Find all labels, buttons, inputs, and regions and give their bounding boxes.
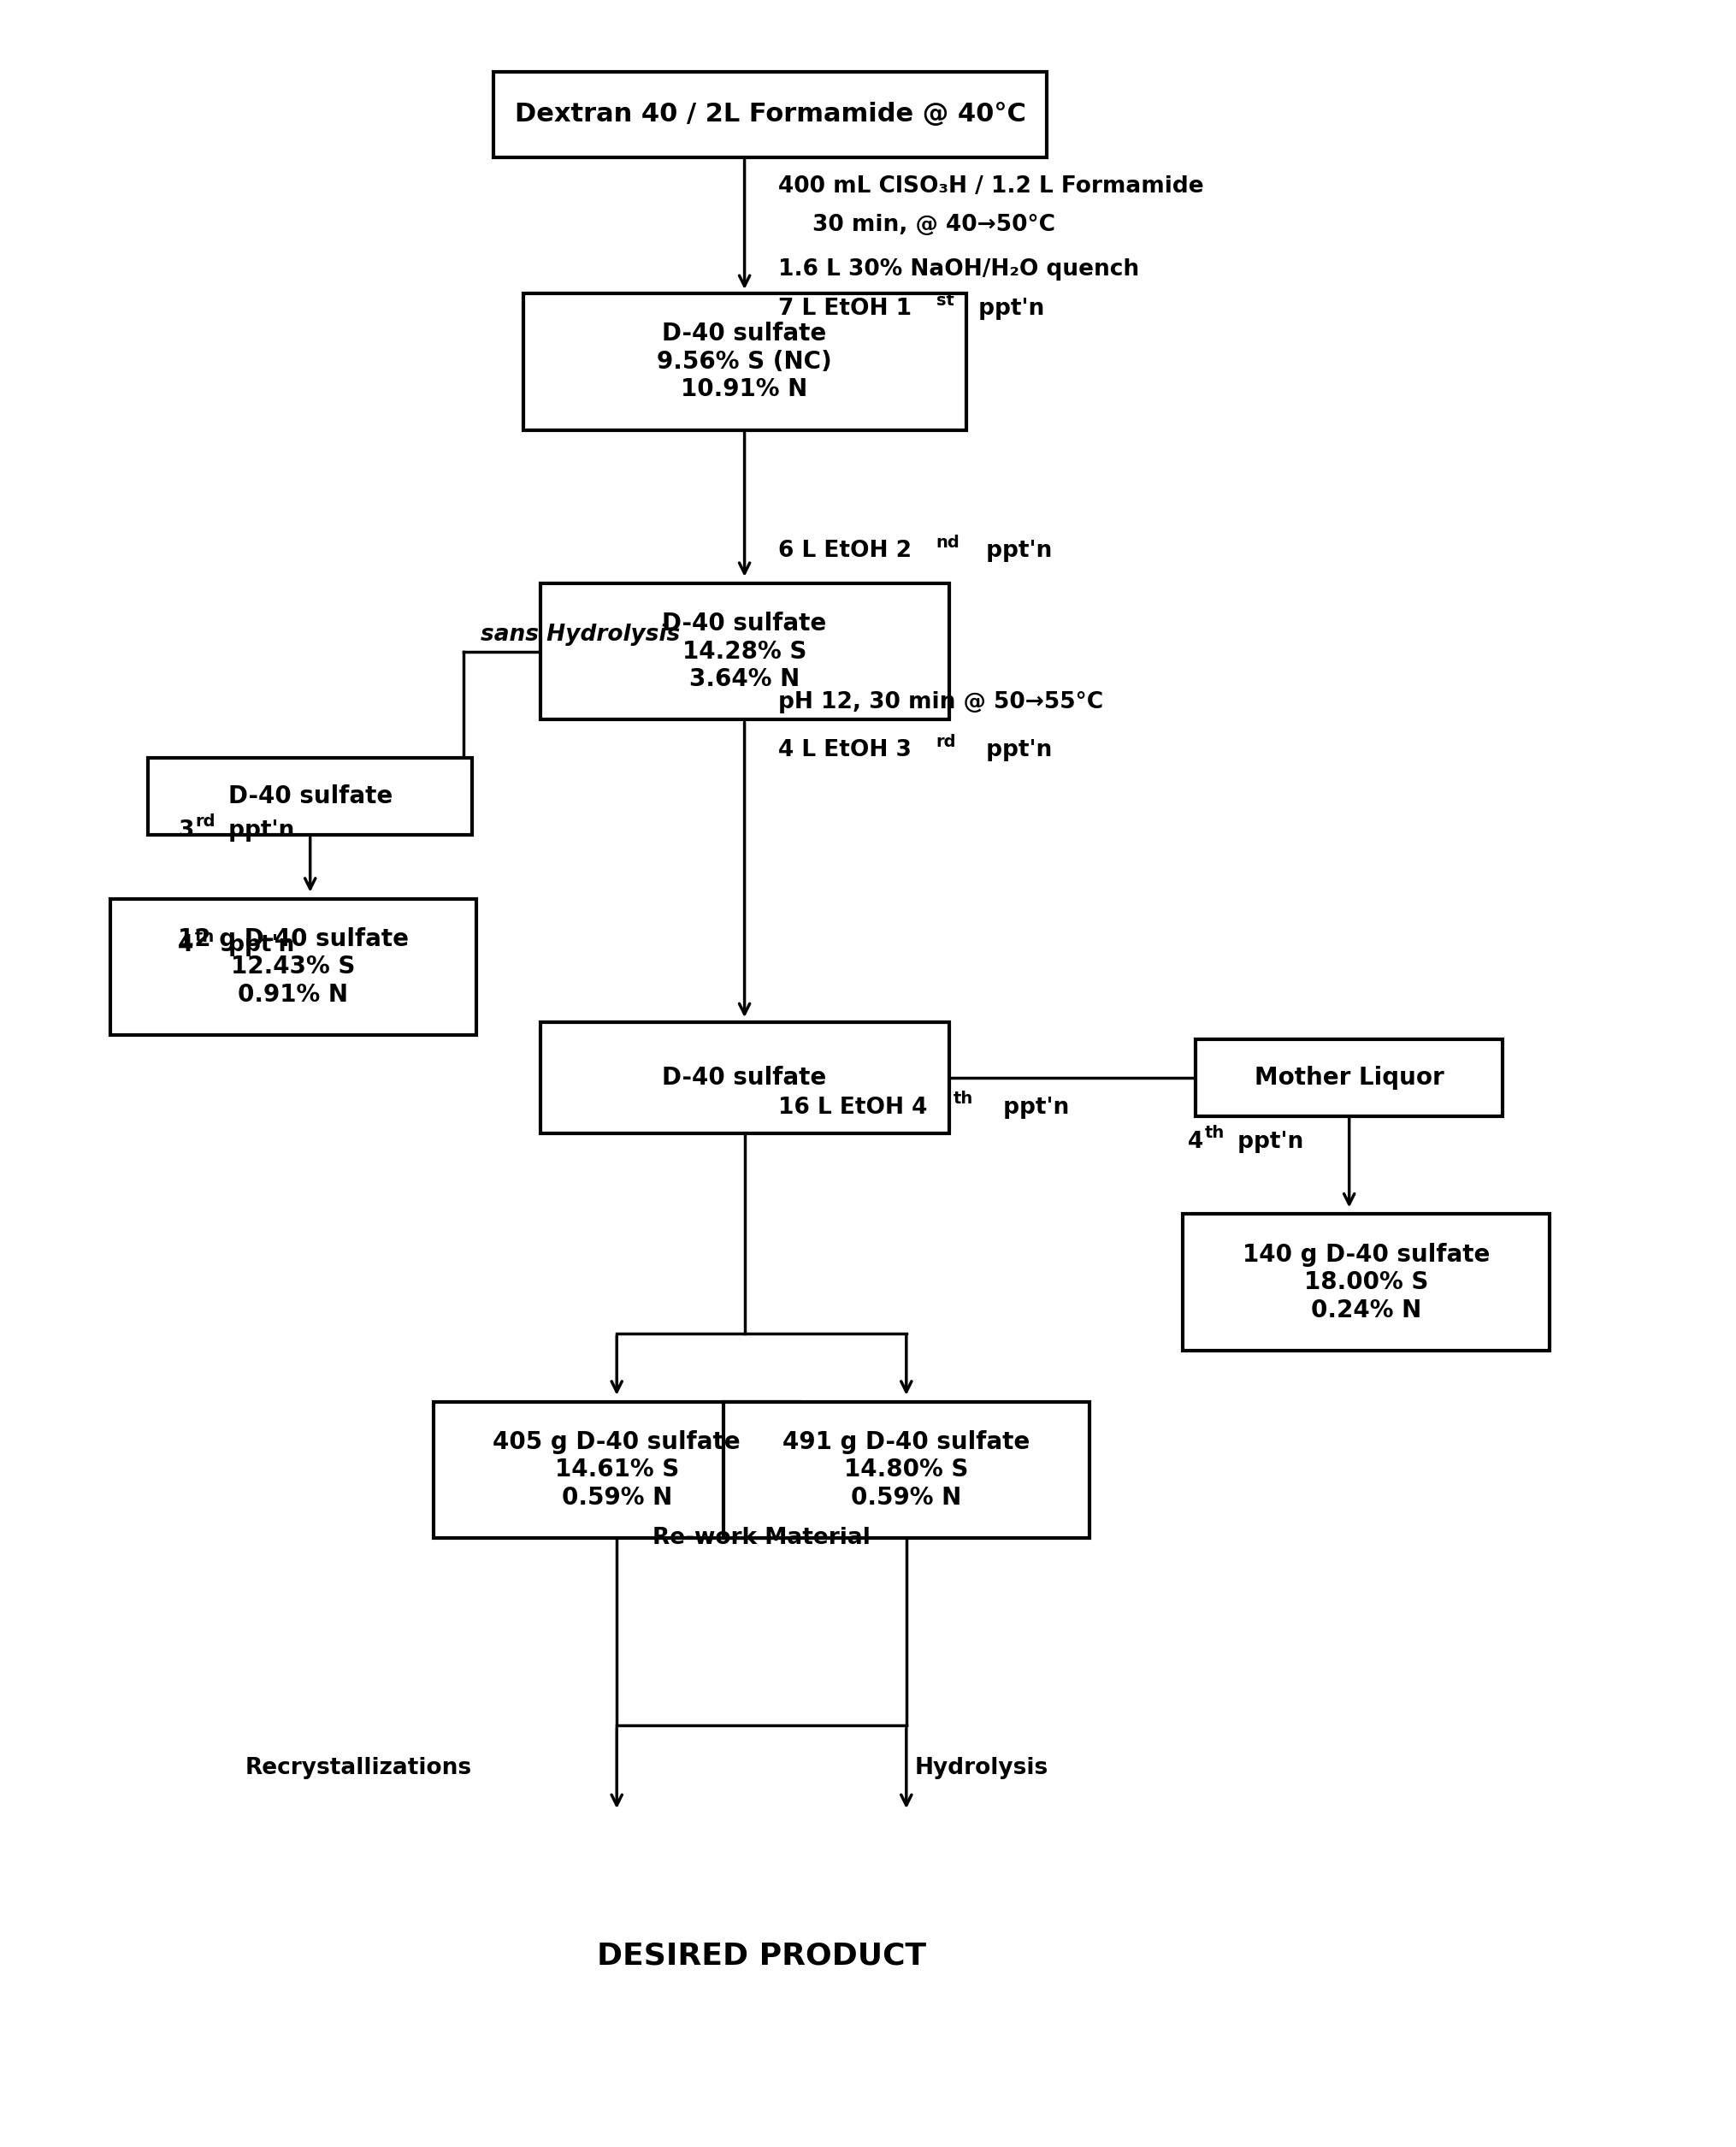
Text: 491 g D-40 sulfate
14.80% S
0.59% N: 491 g D-40 sulfate 14.80% S 0.59% N — [783, 1430, 1029, 1509]
Text: 4: 4 — [1187, 1131, 1203, 1153]
Text: 7 L EtOH 1: 7 L EtOH 1 — [778, 298, 911, 320]
Text: rd: rd — [936, 734, 957, 749]
Text: th: th — [194, 930, 215, 945]
Text: rd: rd — [194, 814, 215, 831]
Text: ppt'n: ppt'n — [220, 820, 295, 842]
FancyBboxPatch shape — [724, 1402, 1090, 1537]
FancyBboxPatch shape — [434, 1402, 800, 1537]
Text: 4 L EtOH 3: 4 L EtOH 3 — [778, 739, 911, 762]
Text: st: st — [936, 292, 955, 309]
Text: Mother Liquor: Mother Liquor — [1255, 1065, 1444, 1091]
FancyBboxPatch shape — [540, 584, 950, 719]
Text: 400 mL ClSO₃H / 1.2 L Formamide: 400 mL ClSO₃H / 1.2 L Formamide — [778, 176, 1205, 198]
FancyBboxPatch shape — [148, 758, 472, 835]
Text: 16 L EtOH 4: 16 L EtOH 4 — [778, 1097, 927, 1119]
Text: 1.6 L 30% NaOH/H₂O quench: 1.6 L 30% NaOH/H₂O quench — [778, 258, 1139, 281]
Text: ppt'n: ppt'n — [996, 1097, 1069, 1119]
Text: 12 g D-40 sulfate
12.43% S
0.91% N: 12 g D-40 sulfate 12.43% S 0.91% N — [177, 928, 408, 1007]
Text: ppt'n: ppt'n — [1231, 1131, 1304, 1153]
FancyBboxPatch shape — [523, 294, 965, 429]
Text: th: th — [953, 1091, 974, 1108]
Text: nd: nd — [936, 535, 960, 550]
Text: pH 12, 30 min @ 50→55°C: pH 12, 30 min @ 50→55°C — [778, 691, 1104, 713]
Text: ppt'n: ppt'n — [979, 739, 1052, 762]
FancyBboxPatch shape — [1184, 1215, 1549, 1350]
Text: 4: 4 — [179, 934, 194, 958]
Text: 405 g D-40 sulfate
14.61% S
0.59% N: 405 g D-40 sulfate 14.61% S 0.59% N — [493, 1430, 741, 1509]
Text: D-40 sulfate: D-40 sulfate — [663, 1065, 826, 1091]
Text: 6 L EtOH 2: 6 L EtOH 2 — [778, 539, 911, 563]
Text: D-40 sulfate: D-40 sulfate — [227, 784, 392, 809]
FancyBboxPatch shape — [109, 900, 476, 1035]
Text: Recrystallizations: Recrystallizations — [245, 1756, 472, 1780]
Text: DESIRED PRODUCT: DESIRED PRODUCT — [597, 1941, 927, 1971]
Text: sans Hydrolysis: sans Hydrolysis — [481, 623, 681, 646]
Text: D-40 sulfate
9.56% S (NC)
10.91% N: D-40 sulfate 9.56% S (NC) 10.91% N — [656, 322, 832, 401]
Text: th: th — [1205, 1125, 1224, 1142]
FancyBboxPatch shape — [1196, 1039, 1502, 1116]
Text: D-40 sulfate
14.28% S
3.64% N: D-40 sulfate 14.28% S 3.64% N — [663, 612, 826, 691]
Text: Hydrolysis: Hydrolysis — [915, 1756, 1049, 1780]
Text: ppt'n: ppt'n — [220, 934, 295, 958]
Text: ppt'n: ppt'n — [970, 298, 1043, 320]
FancyBboxPatch shape — [493, 71, 1047, 157]
Text: 30 min, @ 40→50°C: 30 min, @ 40→50°C — [812, 215, 1055, 236]
Text: ppt'n: ppt'n — [979, 539, 1052, 563]
Text: 140 g D-40 sulfate
18.00% S
0.24% N: 140 g D-40 sulfate 18.00% S 0.24% N — [1243, 1243, 1489, 1323]
Text: Re-work Material: Re-work Material — [653, 1527, 870, 1550]
Text: Dextran 40 / 2L Formamide @ 40°C: Dextran 40 / 2L Formamide @ 40°C — [514, 103, 1026, 127]
FancyBboxPatch shape — [540, 1022, 950, 1134]
Text: 3: 3 — [179, 820, 194, 842]
